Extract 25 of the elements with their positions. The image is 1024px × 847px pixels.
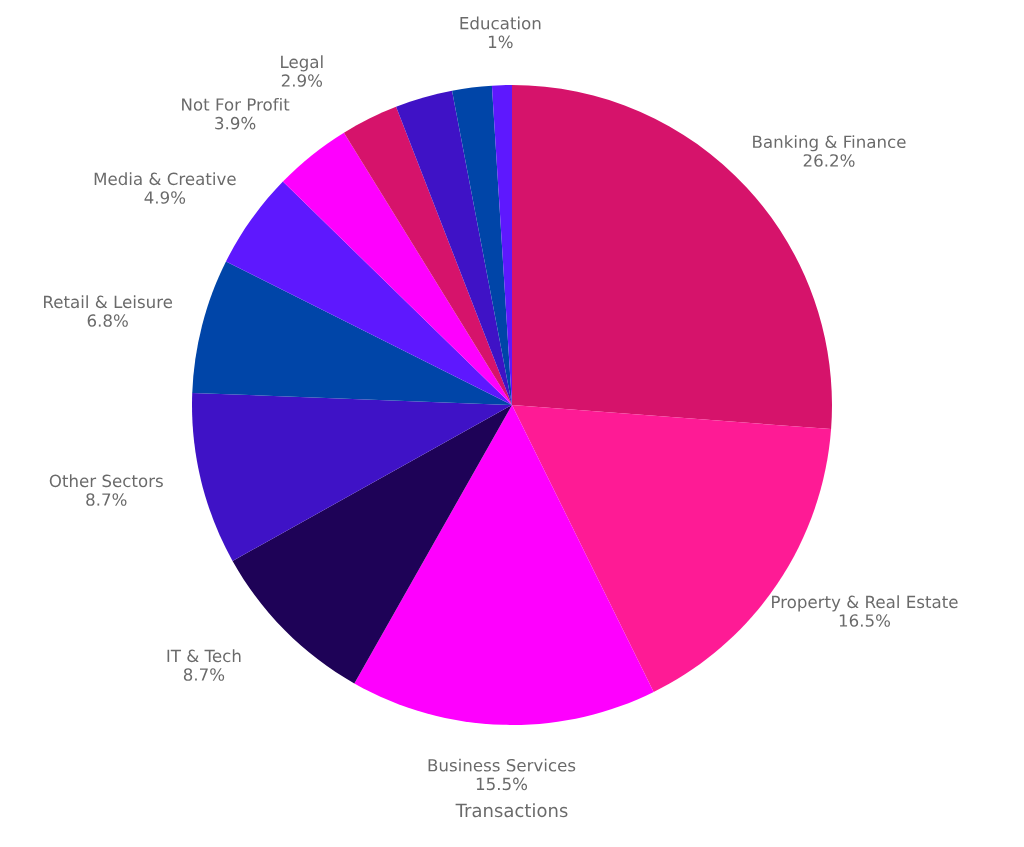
data-label: 26.2% (803, 154, 855, 167)
data-label: 1% (488, 35, 513, 49)
data-label: 4.9% (144, 191, 186, 204)
pie-slice (452, 85, 512, 405)
data-label: 16.5% (839, 614, 891, 627)
slice-label: Legal (281, 55, 323, 72)
data-label: 15.5% (476, 777, 528, 791)
data-label: 6.8% (87, 314, 128, 327)
pie-slice (192, 261, 512, 405)
slice-label: IT & Tech (167, 649, 241, 663)
data-label: 8.7% (86, 493, 127, 506)
slice-label: Education (460, 16, 541, 30)
data-label: 8.7% (183, 668, 225, 681)
slice-label: Media & Creative (94, 172, 236, 186)
data-label: 2.9% (281, 74, 323, 87)
slice-label: Not For Profit (182, 97, 290, 111)
slice-label: Banking & Finance (753, 135, 906, 152)
slice-label: Other Sectors (49, 474, 163, 488)
slice-label: Business Services (428, 758, 576, 772)
data-label: 3.9% (215, 116, 256, 130)
pie-slice (396, 90, 512, 405)
text: Transactions (455, 803, 568, 818)
slice-label: Property & Real Estate (772, 595, 958, 612)
slice-label: Retail & Leisure (44, 295, 173, 309)
pie-slice (192, 392, 512, 561)
